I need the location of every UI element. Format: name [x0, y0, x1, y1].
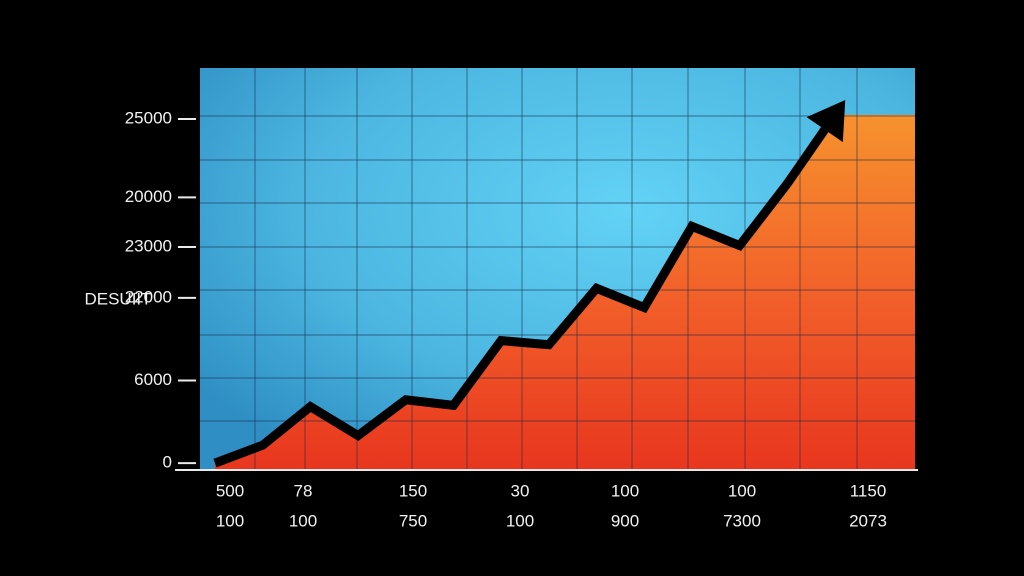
- y-tick-label: 20000: [125, 187, 172, 206]
- y-tick-label: 0: [163, 453, 172, 472]
- area-fill: [215, 114, 915, 470]
- y-tick-label: 22000: [125, 287, 172, 306]
- plot-layer: [200, 68, 915, 470]
- x-tick-label: 100: [611, 481, 639, 500]
- x-tick-label: 7300: [723, 511, 761, 530]
- x-tick-label: 1150: [850, 481, 887, 500]
- x-tick-label: 500: [216, 481, 244, 500]
- x-tick-label: 30: [511, 481, 530, 500]
- x-tick-label: 100: [289, 511, 317, 530]
- x-tick-label: 750: [399, 511, 427, 530]
- x-tick-label: 2073: [849, 511, 887, 530]
- x-tick-label: 100: [506, 511, 534, 530]
- x-tick-label: 150: [399, 481, 427, 500]
- y-tick-label: 23000: [125, 236, 172, 255]
- arrow-head: [806, 100, 846, 143]
- x-tick-label: 900: [611, 511, 639, 530]
- x-tick-label: 100: [216, 511, 244, 530]
- x-tick-label: 100: [728, 481, 756, 500]
- y-tick-label: 6000: [134, 370, 172, 389]
- y-tick-label: 25000: [125, 108, 172, 127]
- x-tick-label: 78: [294, 481, 313, 500]
- data-line: [213, 127, 829, 468]
- y-axis-label: DESUIIT: [84, 289, 151, 308]
